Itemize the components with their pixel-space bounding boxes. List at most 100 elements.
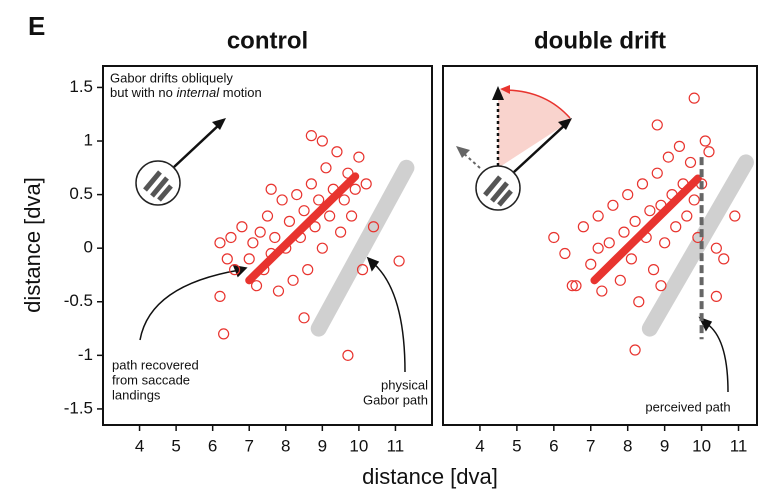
data-point <box>214 290 226 303</box>
data-point <box>283 215 296 227</box>
data-point <box>218 328 230 340</box>
data-point <box>699 135 711 147</box>
data-point <box>331 146 343 158</box>
data-point <box>644 205 656 217</box>
data-point <box>214 237 226 249</box>
data-point <box>636 178 649 190</box>
data-point <box>670 221 682 233</box>
gabor-icon-drift <box>456 85 572 211</box>
x-tick-label: 4 <box>475 436 484 455</box>
data-point <box>548 231 560 244</box>
data-point <box>345 210 358 222</box>
gabor-icon <box>135 118 226 206</box>
x-tick-label: 9 <box>660 436 669 455</box>
data-point <box>287 274 299 286</box>
data-point <box>349 183 361 195</box>
y-tick-label: -0.5 <box>64 291 93 310</box>
data-point <box>229 264 241 276</box>
data-point <box>577 221 589 233</box>
plot-frame <box>102 65 433 426</box>
y-tick-label: 1 <box>84 130 93 149</box>
data-point <box>625 253 638 265</box>
x-tick-label: 5 <box>512 436 521 455</box>
physical-path <box>310 159 415 337</box>
data-point <box>261 210 274 222</box>
data-point <box>265 183 277 195</box>
annotation: from saccade <box>112 372 190 387</box>
annotation: path recovered <box>112 357 199 372</box>
data-point <box>684 156 697 169</box>
data-point <box>393 255 405 267</box>
x-tick-label: 10 <box>349 436 368 455</box>
data-point <box>629 215 641 227</box>
annotation-part: but with no <box>110 85 177 100</box>
data-point <box>596 285 608 297</box>
chart-title: control <box>227 27 308 54</box>
y-tick-label: -1 <box>78 345 93 364</box>
data-point <box>298 205 310 217</box>
physical-path <box>641 154 754 337</box>
data-point <box>309 221 321 233</box>
data-point <box>729 210 741 222</box>
data-point <box>305 130 317 142</box>
data-point <box>247 237 259 249</box>
data-point <box>254 226 266 238</box>
annotation: landings <box>112 387 161 402</box>
annotation-part: motion <box>219 85 262 100</box>
data-point <box>353 151 365 163</box>
data-point <box>659 237 671 249</box>
y-tick-label: 0 <box>84 238 93 257</box>
data-point <box>221 253 233 265</box>
data-point <box>570 280 582 292</box>
data-point <box>662 151 674 163</box>
data-point <box>243 253 255 265</box>
data-point <box>718 253 730 265</box>
annotation: physical <box>381 377 428 392</box>
data-point <box>298 312 310 324</box>
data-point <box>313 194 325 206</box>
panel-label: E <box>28 11 45 41</box>
data-point <box>681 210 693 222</box>
x-tick-label: 6 <box>208 436 217 455</box>
data-point <box>225 231 237 244</box>
data-point <box>692 231 704 244</box>
data-point <box>688 194 700 206</box>
data-point <box>250 280 263 292</box>
data-point <box>629 344 641 356</box>
x-tick-label: 5 <box>171 436 180 455</box>
data-point <box>710 290 722 303</box>
data-point <box>651 167 663 179</box>
annotation: but with no internal motion <box>110 85 262 100</box>
data-point <box>320 162 332 174</box>
data-point <box>633 296 645 308</box>
data-point <box>614 274 626 286</box>
data-point <box>276 194 288 206</box>
y-tick-label: 0.5 <box>69 184 93 203</box>
data-point <box>592 242 604 254</box>
x-tick-label: 10 <box>692 436 711 455</box>
data-point <box>360 178 372 190</box>
data-point <box>302 264 314 276</box>
data-point <box>338 194 350 206</box>
x-tick-label: 6 <box>549 436 558 455</box>
data-point <box>269 231 281 244</box>
data-point <box>566 280 578 292</box>
x-axis-label: distance [dva] <box>362 464 498 489</box>
x-tick-label: 9 <box>318 436 327 455</box>
plot-frame <box>442 65 758 426</box>
data-point <box>272 285 285 297</box>
x-tick-label: 11 <box>387 436 405 455</box>
x-tick-label: 7 <box>244 436 253 455</box>
annotation: Gabor drifts obliquely <box>110 70 233 85</box>
y-tick-label: -1.5 <box>64 398 93 417</box>
data-point <box>688 92 700 104</box>
x-tick-label: 11 <box>730 436 748 455</box>
data-point <box>651 119 663 131</box>
data-point <box>703 146 715 158</box>
data-point <box>324 210 336 222</box>
data-point <box>316 242 328 254</box>
data-point <box>305 178 317 190</box>
data-point <box>356 264 369 276</box>
data-point <box>559 247 571 260</box>
